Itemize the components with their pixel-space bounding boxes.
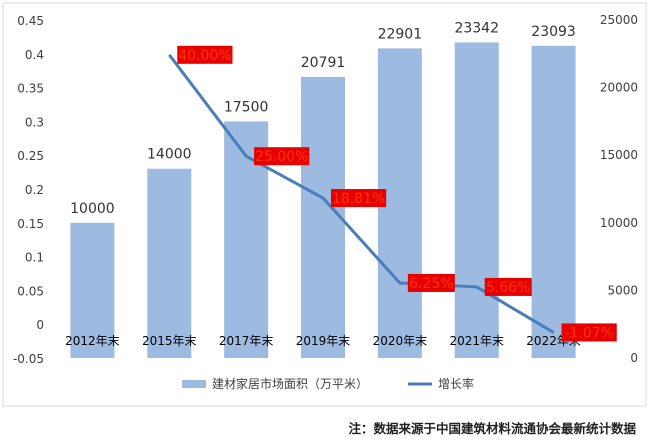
bar-value-label: 17500	[224, 99, 269, 115]
bar	[531, 45, 576, 358]
growth-label-bg	[484, 277, 532, 296]
left-axis-tick: 0.15	[17, 217, 44, 231]
left-axis-tick: 0.45	[17, 14, 44, 28]
left-axis-tick: -0.05	[13, 352, 44, 366]
right-axis-tick: 10000	[600, 216, 638, 230]
right-axis-tick: 0	[630, 351, 638, 365]
left-axis-tick: 0.25	[17, 149, 44, 163]
category-label: 2021年末	[449, 334, 504, 348]
left-axis-tick: 0.4	[25, 48, 44, 62]
growth-label-bg	[331, 189, 387, 208]
right-axis-tick: 25000	[600, 13, 638, 27]
bar-value-label: 14000	[147, 147, 192, 163]
category-label: 2020年末	[373, 334, 428, 348]
category-label: 2012年末	[65, 334, 120, 348]
growth-label-bg	[177, 45, 233, 64]
bar	[70, 222, 115, 358]
category-label: 2015年末	[142, 334, 197, 348]
bar-value-label: 22901	[378, 26, 423, 42]
bar	[301, 76, 345, 359]
growth-value-label: 40.00%	[178, 48, 231, 64]
legend-swatch-bar	[182, 380, 206, 388]
bar-value-label: 20791	[301, 55, 346, 71]
right-axis-tick: 5000	[607, 283, 638, 297]
source-note: 注：数据来源于中国建筑材料流通协会最新统计数据	[348, 421, 636, 436]
bar	[454, 42, 499, 358]
growth-value-label: 18.81%	[332, 191, 385, 207]
bar	[147, 168, 192, 358]
bar-value-label: 10000	[70, 201, 115, 217]
left-axis-tick: 0	[36, 318, 44, 332]
growth-label-bg	[407, 273, 455, 292]
left-axis-tick: 0.2	[25, 183, 44, 197]
legend-label-bar: 建材家居市场面积（万平米）	[212, 376, 368, 391]
left-axis-tick: 0.3	[25, 115, 44, 129]
category-label: 2019年末	[296, 334, 351, 348]
left-axis-tick: 0.05	[17, 284, 44, 298]
right-axis-tick: 20000	[600, 81, 638, 95]
left-axis-tick: 0.1	[25, 251, 44, 265]
bar-value-label: 23342	[454, 20, 499, 36]
growth-value-label: 5.66%	[486, 280, 530, 296]
growth-value-label: -1.07%	[564, 325, 614, 341]
growth-label-bg	[561, 323, 617, 342]
left-axis-tick: 0.35	[17, 82, 44, 96]
legend-label-line: 增长率	[438, 376, 474, 391]
category-label: 2017年末	[219, 334, 274, 348]
growth-label-bg	[254, 147, 310, 166]
growth-value-label: 25.00%	[255, 149, 308, 165]
growth-value-label: 6.25%	[409, 276, 453, 292]
right-axis-tick: 15000	[600, 148, 638, 162]
bar-value-label: 23093	[531, 24, 576, 40]
